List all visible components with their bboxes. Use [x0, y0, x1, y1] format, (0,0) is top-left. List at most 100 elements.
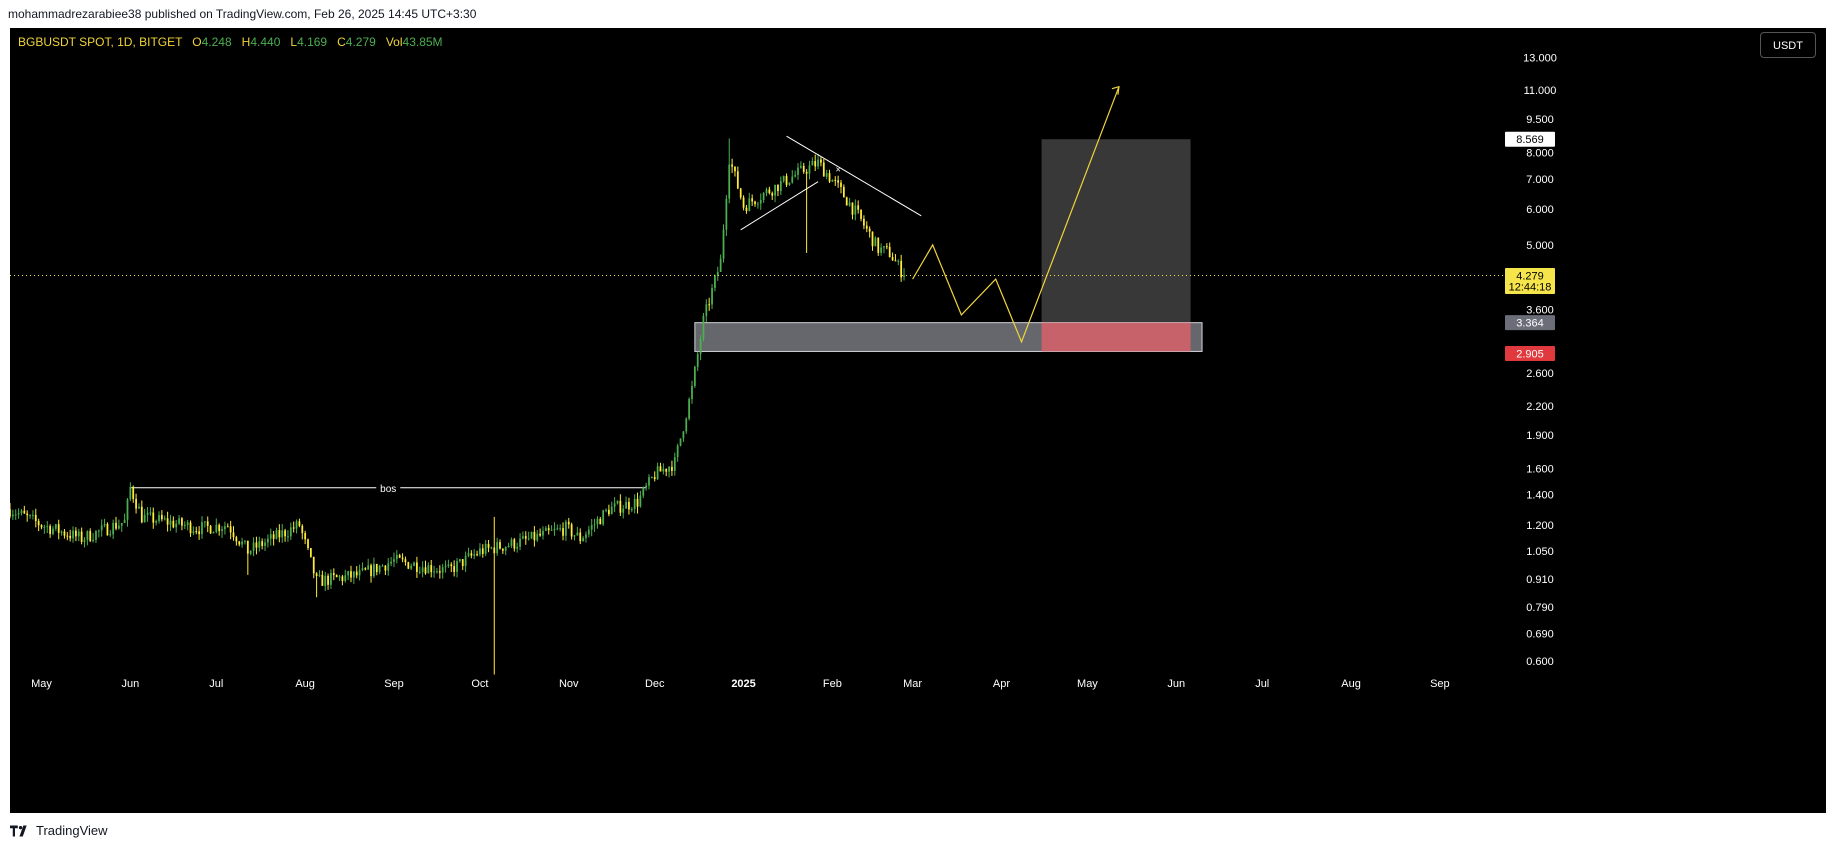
price-tick-label: 0.600: [1526, 656, 1554, 668]
candle-body: [610, 506, 613, 515]
candle-body: [381, 565, 384, 567]
candle-body: [499, 542, 501, 549]
candle-body: [854, 205, 857, 215]
candle-body: [539, 533, 542, 536]
price-tick-label: 1.900: [1526, 430, 1554, 442]
candle-body: [224, 526, 226, 530]
candle-body: [54, 524, 57, 529]
candle-body: [802, 165, 805, 172]
candle-body: [370, 565, 372, 577]
candle-body: [169, 520, 172, 525]
candle-body: [324, 575, 327, 586]
candle-body: [811, 161, 814, 166]
price-tick-label: 11.000: [1524, 85, 1557, 97]
candle-body: [817, 159, 819, 167]
time-tick-label: Jun: [1167, 678, 1185, 690]
price-tick-label: 1.600: [1526, 463, 1554, 475]
candle-body: [461, 559, 464, 567]
candle-body: [719, 258, 722, 272]
candle-body: [115, 522, 117, 529]
candle-body: [123, 519, 126, 523]
candle-body: [100, 525, 103, 531]
candle-body: [77, 531, 80, 537]
candle-body: [507, 545, 510, 547]
candle-body: [573, 535, 576, 537]
candle-body: [158, 515, 160, 522]
candle-body: [562, 528, 564, 536]
candle-body: [897, 260, 900, 262]
candle-body: [456, 561, 458, 572]
candle-body: [693, 366, 696, 386]
candle-body: [671, 466, 673, 471]
price-tick-label: 1.050: [1526, 546, 1554, 558]
candle-body: [367, 565, 370, 570]
candle-body: [424, 567, 427, 574]
time-tick-label: Feb: [823, 678, 842, 690]
candle-body: [315, 573, 318, 576]
bos-label-bg: [376, 480, 401, 494]
candle-body: [160, 515, 163, 520]
candle-body: [777, 184, 779, 192]
candle-body: [14, 514, 17, 516]
candle-body: [17, 512, 20, 515]
candle-body: [842, 186, 845, 198]
candle-body: [602, 510, 605, 525]
time-tick-label: Sep: [1430, 678, 1450, 690]
entry-price-tag: 3.364: [1505, 315, 1555, 331]
stop-price-tag: 2.905: [1505, 345, 1555, 361]
candle-body: [43, 526, 46, 528]
tradingview-brand[interactable]: TradingView: [10, 823, 108, 838]
candle-body: [20, 510, 23, 513]
publisher-bar: mohammadrezarabiee38 published on Tradin…: [0, 0, 1835, 28]
candle-body: [212, 532, 215, 534]
open-label: O: [192, 35, 202, 49]
candle-body: [639, 495, 642, 507]
candle-body: [258, 541, 261, 548]
stop-price-tag-bg: [1505, 345, 1555, 361]
candle-body: [29, 515, 31, 517]
candle-body: [888, 246, 891, 257]
candle-body: [341, 576, 344, 581]
candle-body: [304, 533, 307, 540]
candle-body: [891, 256, 894, 261]
candle-body: [255, 542, 258, 548]
candle-body: [318, 574, 321, 576]
candle-body: [11, 514, 14, 517]
candle-body: [189, 522, 192, 534]
candle-body: [903, 275, 905, 277]
candle-body: [599, 518, 602, 525]
price-tick-label: 2.200: [1526, 401, 1554, 413]
candle-body: [373, 563, 375, 577]
price-tick-label: 1.200: [1526, 520, 1554, 532]
price-tick-label: 9.500: [1526, 114, 1554, 126]
candle-body: [272, 534, 275, 539]
candle-body: [877, 237, 880, 253]
candle-body: [547, 528, 550, 531]
candle-body: [309, 548, 312, 557]
candle-body: [433, 571, 435, 573]
candle-body: [83, 539, 86, 542]
candle-body: [736, 171, 739, 189]
candle-body: [688, 399, 691, 419]
candle-body: [32, 514, 34, 516]
candle-body: [80, 531, 83, 542]
candle-body: [135, 498, 137, 509]
price-tick-label: 5.000: [1526, 240, 1554, 252]
candle-body: [72, 530, 74, 539]
currency-button[interactable]: USDT: [1760, 32, 1816, 58]
price-chart[interactable]: bos × 13.000 11.000 9.500 8.000 7.000 6.000 5.00…: [10, 28, 1826, 813]
candle-body: [232, 532, 235, 538]
candle-body: [656, 466, 659, 480]
candle-body: [410, 565, 413, 569]
candle-body: [645, 485, 648, 488]
chart-panel[interactable]: bos × 13.000 11.000 9.500 8.000 7.000 6.000 5.00…: [10, 28, 1826, 813]
time-tick-label: Dec: [645, 678, 665, 690]
candle-body: [501, 548, 504, 551]
entry-price-tag-text: 3.364: [1516, 318, 1544, 330]
candle-body: [192, 531, 195, 534]
candle-body: [590, 525, 593, 530]
candle-body: [398, 554, 401, 558]
candle-body: [616, 500, 619, 504]
candle-body: [166, 518, 169, 525]
candle-body: [295, 521, 298, 529]
